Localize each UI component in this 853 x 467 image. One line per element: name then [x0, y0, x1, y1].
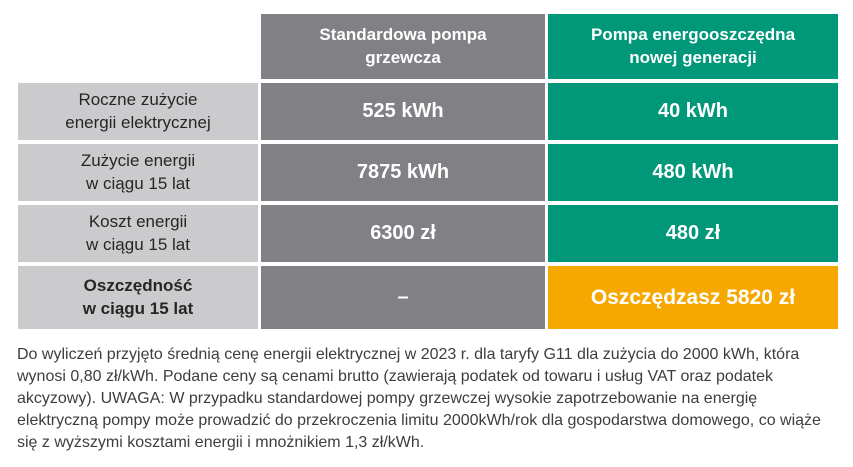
- row-label-savings-15-years: Oszczędność w ciągu 15 lat: [18, 266, 258, 329]
- row-label-annual-consumption: Roczne zużycie energii elektrycznej: [18, 83, 258, 140]
- column-header-efficient-pump: Pompa energooszczędna nowej generacji: [548, 14, 838, 79]
- value-consumption-15-years-efficient: 480 kWh: [548, 144, 838, 201]
- row-label-energy-cost-15-years: Koszt energii w ciągu 15 lat: [18, 205, 258, 262]
- value-savings-15-years-standard-dash: –: [261, 266, 545, 329]
- value-annual-consumption-efficient: 40 kWh: [548, 83, 838, 140]
- footnote-text: Do wyliczeń przyjęto średnią cenę energi…: [17, 346, 821, 451]
- value-savings-15-years-efficient-highlight: Oszczędzasz 5820 zł: [548, 266, 838, 329]
- value-energy-cost-15-years-standard: 6300 zł: [261, 205, 545, 262]
- corner-spacer: [18, 14, 258, 79]
- value-annual-consumption-standard: 525 kWh: [261, 83, 545, 140]
- column-header-standard-pump: Standardowa pompa grzewcza: [261, 14, 545, 79]
- value-energy-cost-15-years-efficient: 480 zł: [548, 205, 838, 262]
- comparison-table: Standardowa pompa grzewcza Pompa energoo…: [18, 14, 838, 329]
- value-consumption-15-years-standard: 7875 kWh: [261, 144, 545, 201]
- row-label-consumption-15-years: Zużycie energii w ciągu 15 lat: [18, 144, 258, 201]
